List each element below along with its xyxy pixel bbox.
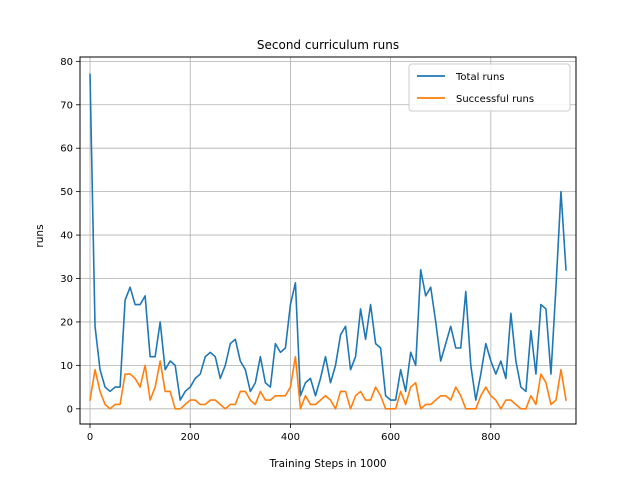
y-axis-label: runs xyxy=(34,224,46,247)
legend-box xyxy=(408,63,571,112)
series-line-total xyxy=(89,73,567,401)
series-line-successful xyxy=(89,355,567,410)
grid xyxy=(80,57,576,424)
y-tick-label: 60 xyxy=(60,144,73,155)
x-tick-label: 800 xyxy=(481,432,500,443)
x-tick-label: 0 xyxy=(87,432,93,443)
y-tick-label: 20 xyxy=(60,317,73,328)
legend: Total runs Successful runs xyxy=(408,63,571,112)
y-tick-label: 80 xyxy=(60,57,73,68)
series-layer xyxy=(89,73,567,410)
x-tick-label: 600 xyxy=(381,432,400,443)
y-tick-label: 10 xyxy=(60,361,73,372)
axis-ticks: 0 200 400 600 800 0 10 20 30 40 50 60 70 80 xyxy=(60,57,500,443)
x-axis-label: Training Steps in 1000 xyxy=(268,458,386,470)
x-tick-label: 400 xyxy=(281,432,300,443)
chart-title: Second curriculum runs xyxy=(257,38,399,52)
y-tick-label: 50 xyxy=(60,187,73,198)
legend-label-successful-runs: Successful runs xyxy=(456,94,534,105)
x-tick-label: 200 xyxy=(181,432,200,443)
y-tick-label: 70 xyxy=(60,100,73,111)
plot-frame xyxy=(79,56,577,425)
y-tick-label: 40 xyxy=(60,231,73,242)
legend-label-total-runs: Total runs xyxy=(455,72,505,83)
y-tick-label: 0 xyxy=(67,404,73,415)
y-tick-label: 30 xyxy=(60,274,73,285)
